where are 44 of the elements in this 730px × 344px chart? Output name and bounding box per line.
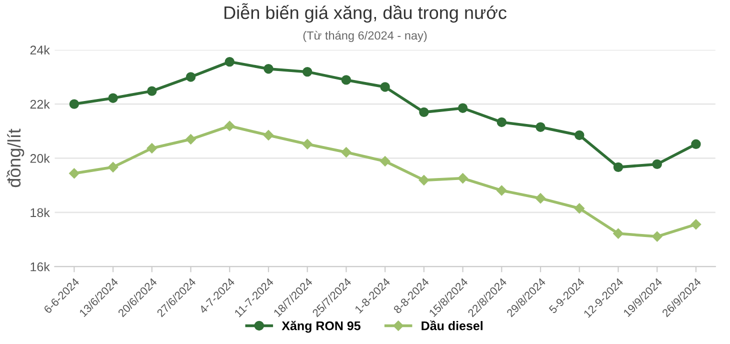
point [613,162,624,172]
point [69,168,80,179]
point [302,66,312,77]
point [69,99,80,109]
point [535,193,546,204]
point [147,86,157,96]
point [574,130,584,140]
point [496,117,507,128]
point [496,185,507,196]
point [419,107,429,118]
point [574,203,584,214]
point [341,75,352,85]
point [224,56,234,67]
point [224,120,235,132]
point [108,93,118,103]
y-tick-label: 20k [30,154,50,163]
point [302,139,312,150]
point [380,82,390,92]
point [263,130,274,140]
point [108,162,118,172]
y-tick-label: 22k [30,100,50,109]
point [652,231,662,242]
chart-subtitle: (Từ tháng 6/2024 - nay) [303,30,427,42]
point [691,139,701,150]
point [690,219,702,230]
point [264,64,274,74]
y-tick-label: 16k [30,262,50,272]
point [146,143,158,154]
point [458,173,468,184]
point [458,103,468,113]
y-axis-title: đồng/lít [6,128,24,188]
chart-title: Diễn biến giá xăng, dầu trong nước [224,3,506,23]
point [380,156,390,166]
point [186,72,196,82]
point [652,159,662,170]
y-tick-label: 18k [30,208,50,218]
y-tick-label: 24k [30,45,50,54]
point [536,122,546,132]
point [613,228,624,239]
legend-label: Dầu diesel [422,320,482,330]
legend-label: Xăng RON 95 [282,320,360,333]
point [418,175,430,186]
point [186,134,196,144]
point [341,147,352,158]
